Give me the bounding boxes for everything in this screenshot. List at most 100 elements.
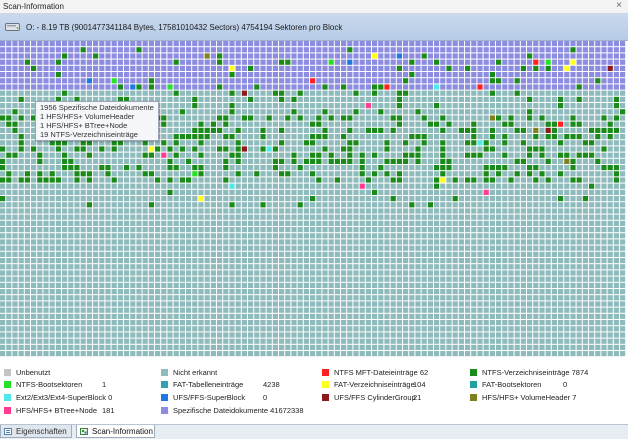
map-block	[508, 233, 514, 239]
map-block	[365, 121, 371, 127]
map-block	[186, 78, 192, 84]
map-block	[502, 146, 508, 152]
map-block	[31, 103, 37, 109]
map-block	[124, 233, 130, 239]
map-block	[297, 103, 303, 109]
map-block	[285, 53, 291, 59]
map-block	[260, 220, 266, 226]
map-block	[130, 295, 136, 301]
map-block	[223, 295, 229, 301]
map-block	[12, 239, 18, 245]
map-block	[347, 320, 353, 326]
map-block	[415, 338, 421, 344]
map-block	[427, 84, 433, 90]
map-block	[378, 165, 384, 171]
map-block	[223, 59, 229, 65]
map-block	[496, 41, 502, 47]
map-block	[384, 276, 390, 282]
block-map-grid[interactable]	[0, 41, 628, 362]
map-block	[483, 307, 489, 313]
map-block	[192, 53, 198, 59]
map-block	[458, 270, 464, 276]
map-block	[465, 276, 471, 282]
map-block	[440, 320, 446, 326]
map-block	[272, 171, 278, 177]
map-block	[341, 183, 347, 189]
map-block	[415, 251, 421, 257]
map-block	[86, 152, 92, 158]
map-block	[285, 245, 291, 251]
map-block	[558, 295, 564, 301]
map-block	[198, 276, 204, 282]
map-block	[99, 320, 105, 326]
map-block	[514, 177, 520, 183]
block-map[interactable]: 1956 Spezifische Dateidokumente 1 HFS/HF…	[0, 41, 628, 362]
map-block	[514, 140, 520, 146]
map-block	[527, 239, 533, 245]
map-block	[403, 276, 409, 282]
map-block	[458, 295, 464, 301]
map-block	[496, 171, 502, 177]
map-block	[18, 189, 24, 195]
map-block	[49, 202, 55, 208]
map-block	[421, 320, 427, 326]
map-block	[279, 239, 285, 245]
map-block	[353, 301, 359, 307]
map-block	[378, 121, 384, 127]
map-block	[440, 65, 446, 71]
map-block	[440, 245, 446, 251]
map-block	[607, 171, 613, 177]
map-block	[248, 165, 254, 171]
map-block	[136, 214, 142, 220]
map-block	[117, 245, 123, 251]
map-block	[111, 227, 117, 233]
map-block	[409, 140, 415, 146]
map-block	[192, 251, 198, 257]
map-block	[155, 264, 161, 270]
map-block	[179, 183, 185, 189]
map-block	[235, 84, 241, 90]
map-block	[303, 177, 309, 183]
map-block	[564, 276, 570, 282]
map-block	[514, 59, 520, 65]
map-block	[322, 183, 328, 189]
map-block	[93, 152, 99, 158]
map-block	[365, 245, 371, 251]
map-block	[130, 270, 136, 276]
map-block	[167, 264, 173, 270]
map-block	[297, 127, 303, 133]
map-block	[254, 307, 260, 313]
map-block	[6, 53, 12, 59]
map-block	[384, 214, 390, 220]
map-block	[285, 338, 291, 344]
map-block	[582, 239, 588, 245]
map-block	[161, 134, 167, 140]
map-block	[502, 196, 508, 202]
map-block	[483, 152, 489, 158]
map-block	[527, 264, 533, 270]
map-block	[210, 78, 216, 84]
map-block	[173, 59, 179, 65]
map-block	[272, 96, 278, 102]
map-block	[595, 326, 601, 332]
map-block	[18, 264, 24, 270]
map-block	[403, 65, 409, 71]
map-block	[186, 127, 192, 133]
map-block	[458, 140, 464, 146]
map-block	[142, 227, 148, 233]
close-button[interactable]: ×	[616, 0, 622, 11]
map-block	[148, 245, 154, 251]
map-block	[31, 65, 37, 71]
map-block	[217, 220, 223, 226]
map-block	[37, 270, 43, 276]
map-block	[471, 233, 477, 239]
map-block	[570, 127, 576, 133]
map-block	[179, 165, 185, 171]
map-block	[235, 202, 241, 208]
map-block	[155, 251, 161, 257]
map-block	[179, 233, 185, 239]
map-block	[31, 258, 37, 264]
map-block	[24, 177, 30, 183]
map-block	[502, 96, 508, 102]
map-block	[198, 196, 204, 202]
